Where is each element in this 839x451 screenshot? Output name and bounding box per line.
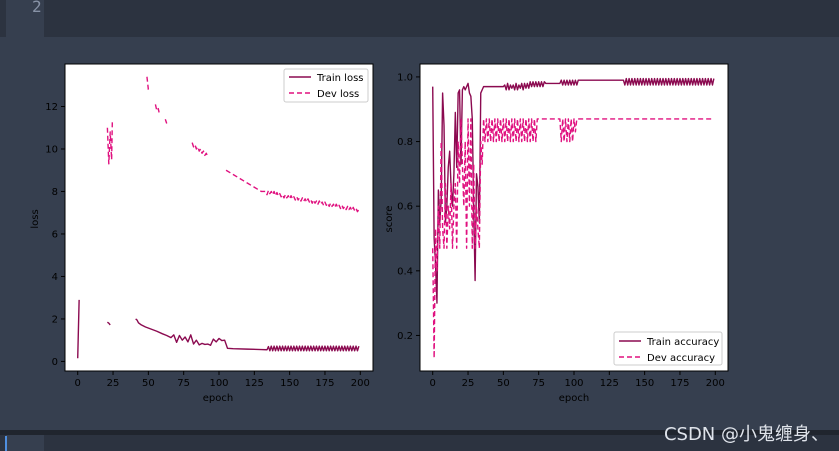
- loss-ytick-label: 6: [52, 229, 58, 240]
- bottom-bar-edge: [0, 430, 839, 435]
- loss-chart: 0 2 4 6 8 10 12 0 25 50 75 100 125 150 175 200 epoch l…: [30, 63, 374, 404]
- loss-y-axis-label: loss: [30, 209, 41, 228]
- loss-x-axis-label: epoch: [203, 393, 233, 404]
- loss-ytick-label: 2: [52, 314, 58, 325]
- score-xtick-label: 100: [564, 378, 583, 389]
- score-ytick-label: 0.2: [397, 331, 413, 342]
- loss-xtick-label: 75: [177, 378, 190, 389]
- score-series-line-0: [432, 77, 715, 304]
- score-y-axis-label: score: [384, 206, 395, 233]
- score-xtick-label: 200: [706, 378, 725, 389]
- score-ytick-label: 1.0: [397, 72, 413, 83]
- loss-plot-area: [64, 63, 374, 372]
- score-xtick-label: 0: [430, 378, 436, 389]
- editor-top-bar: 2: [0, 0, 839, 37]
- watermark: CSDN @小鬼缠身、: [663, 424, 829, 445]
- editor-bottom-bar: [0, 430, 839, 451]
- loss-xtick-label: 125: [245, 378, 264, 389]
- loss-legend: Train loss Dev loss: [283, 68, 369, 103]
- text-cursor: [5, 436, 7, 451]
- loss-xtick-label: 175: [315, 378, 334, 389]
- score-xtick-label: 25: [462, 378, 475, 389]
- score-ytick-label: 0.6: [397, 202, 413, 213]
- score-ytick-label: 0.4: [397, 266, 413, 277]
- loss-ytick-label: 4: [52, 272, 58, 283]
- loss-xtick-label: 50: [142, 378, 155, 389]
- score-xtick-label: 175: [670, 378, 689, 389]
- loss-series-line-0: [77, 299, 360, 359]
- legend-label-train-accuracy: Train accuracy: [646, 337, 719, 348]
- score-xtick-label: 150: [635, 378, 654, 389]
- cell-number-tab[interactable]: 2: [6, 0, 44, 37]
- loss-xtick-label: 200: [351, 378, 370, 389]
- score-xtick-label: 75: [532, 378, 545, 389]
- loss-ytick-label: 12: [45, 102, 58, 113]
- loss-xtick-label: 150: [280, 378, 299, 389]
- loss-ytick-label: 10: [45, 144, 58, 155]
- legend-label-train-loss: Train loss: [316, 73, 364, 84]
- score-series-line-1: [432, 118, 714, 359]
- loss-series-layer: [77, 76, 360, 359]
- score-x-axis-label: epoch: [559, 393, 589, 404]
- score-legend: Train accuracy Dev accuracy: [613, 331, 723, 366]
- figure-svg: 0 2 4 6 8 10 12 0 25 50 75 100 125 150 175 200 epoch l…: [30, 63, 729, 404]
- loss-ytick-label: 8: [52, 187, 58, 198]
- loss-xtick-label: 0: [75, 378, 81, 389]
- score-xtick-marks: 0 25 50 75 100 125 150 175 200: [430, 371, 725, 389]
- legend-label-dev-accuracy: Dev accuracy: [647, 353, 715, 364]
- next-cell-gutter[interactable]: [6, 435, 44, 451]
- legend-label-dev-loss: Dev loss: [317, 89, 359, 100]
- loss-xtick-label: 25: [107, 378, 120, 389]
- score-chart: 0.2 0.4 0.6 0.8 1.0 0 25 50 75 100 125 150 175 200 e…: [384, 63, 729, 404]
- loss-ytick-marks: 0 2 4 6 8 10 12: [45, 102, 65, 368]
- figure-output: 0 2 4 6 8 10 12 0 25 50 75 100 125 150 175 200 epoch l…: [0, 37, 839, 430]
- cell-number: 2: [32, 0, 42, 16]
- score-ytick-label: 0.8: [397, 137, 413, 148]
- loss-xtick-label: 100: [209, 378, 228, 389]
- score-xtick-label: 50: [497, 378, 510, 389]
- score-series-layer: [432, 77, 715, 359]
- loss-ytick-label: 0: [52, 357, 58, 368]
- loss-xtick-marks: 0 25 50 75 100 125 150 175 200: [75, 371, 370, 389]
- loss-series-line-1: [106, 76, 360, 213]
- score-ytick-marks: 0.2 0.4 0.6 0.8 1.0: [397, 72, 420, 342]
- score-xtick-label: 125: [600, 378, 619, 389]
